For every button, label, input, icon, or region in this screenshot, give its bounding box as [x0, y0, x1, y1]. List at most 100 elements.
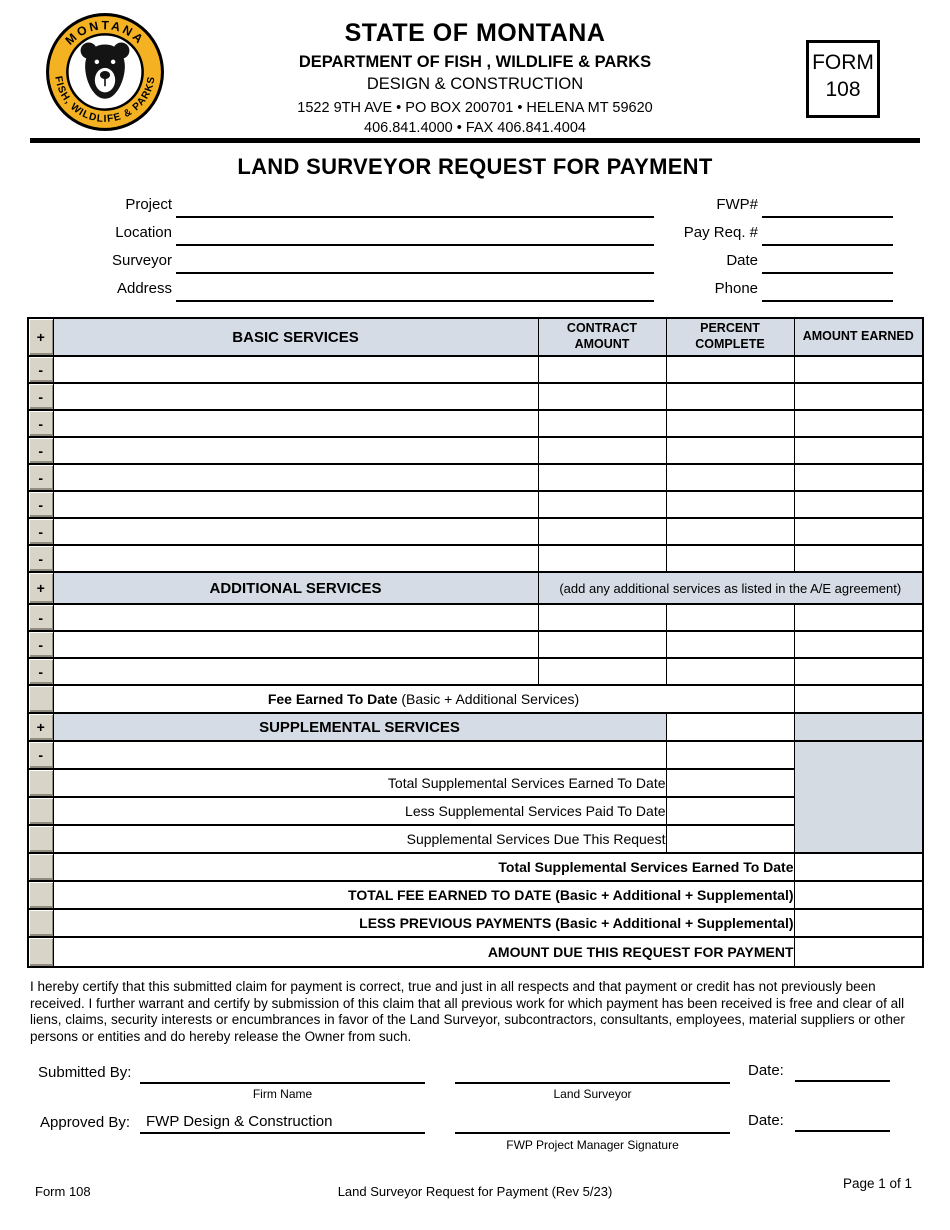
letterhead: STATE OF MONTANA DEPARTMENT OF FISH , WI… [0, 18, 950, 137]
location-input[interactable] [176, 223, 654, 246]
department-title: DEPARTMENT OF FISH , WILDLIFE & PARKS [298, 53, 652, 72]
percent-complete-cell[interactable] [665, 355, 795, 384]
submitted-date-line[interactable] [795, 1060, 890, 1082]
percent-complete-cell[interactable] [665, 490, 795, 519]
outline-collapse-button[interactable]: - [27, 740, 54, 770]
contract-amount-cell[interactable] [537, 490, 667, 519]
outline-expand-button[interactable]: + [27, 712, 54, 742]
contract-amount-cell[interactable] [537, 463, 667, 492]
percent-complete-cell[interactable] [665, 436, 795, 465]
service-description-cell[interactable] [52, 355, 539, 384]
supplemental-entry-cell[interactable] [665, 796, 795, 826]
percent-complete-cell[interactable] [665, 517, 795, 546]
outline-collapse-button[interactable]: - [27, 657, 54, 686]
contract-amount-cell[interactable] [537, 544, 667, 573]
outline-collapse-button[interactable]: - [27, 409, 54, 438]
amount-earned-cell[interactable] [793, 657, 924, 686]
outline-collapse-button[interactable]: - [27, 630, 54, 659]
approved-by-label: Approved By: [40, 1114, 131, 1131]
contract-amount-cell[interactable] [537, 409, 667, 438]
amount-earned-cell[interactable] [793, 880, 924, 910]
surveyor-input[interactable] [176, 251, 654, 274]
approved-firm-line[interactable] [140, 1112, 425, 1134]
percent-complete-cell[interactable] [665, 409, 795, 438]
outline-expand-button[interactable]: + [27, 317, 54, 357]
additional-services-note: (add any additional services as listed i… [537, 571, 924, 605]
date-input[interactable] [762, 251, 893, 274]
fwp-number-input[interactable] [762, 195, 893, 218]
project-label: Project [125, 196, 172, 213]
service-description-cell[interactable] [52, 463, 539, 492]
address-label: Address [116, 280, 172, 297]
outline-collapse-button[interactable]: - [27, 463, 54, 492]
service-description-cell[interactable] [52, 740, 667, 770]
service-description-cell[interactable] [52, 657, 539, 686]
bear-icon [80, 42, 130, 99]
amount-earned-cell[interactable] [793, 517, 924, 546]
outline-collapse-button[interactable]: - [27, 490, 54, 519]
shaded-cell [793, 712, 924, 742]
outline-collapse-button[interactable]: - [27, 436, 54, 465]
submitted-firm-signature-line[interactable] [140, 1062, 425, 1084]
contract-amount-cell[interactable] [537, 603, 667, 632]
percent-complete-cell[interactable] [665, 630, 795, 659]
pm-signature-line[interactable] [455, 1112, 730, 1134]
supplemental-entry-cell[interactable] [665, 824, 795, 854]
less-previous-payments-label: LESS PREVIOUS PAYMENTS (Basic + Addition… [52, 908, 795, 938]
outline-collapse-button[interactable]: - [27, 382, 54, 411]
service-description-cell[interactable] [52, 544, 539, 573]
phone-input[interactable] [762, 279, 893, 302]
fee-earned-amount-cell[interactable] [793, 684, 924, 714]
basic-services-header: BASIC SERVICES [52, 317, 539, 357]
outline-expand-button[interactable]: + [27, 571, 54, 605]
percent-complete-cell[interactable] [665, 463, 795, 492]
service-description-cell[interactable] [52, 630, 539, 659]
amount-earned-cell[interactable] [793, 544, 924, 573]
percent-complete-cell[interactable] [665, 382, 795, 411]
outline-collapse-button[interactable]: - [27, 544, 54, 573]
amount-earned-cell[interactable] [793, 490, 924, 519]
service-description-cell[interactable] [52, 436, 539, 465]
amount-earned-cell[interactable] [793, 436, 924, 465]
supplemental-entry-cell[interactable] [665, 740, 795, 770]
basic-service-row: - [27, 463, 924, 492]
amount-earned-cell[interactable] [793, 382, 924, 411]
outline-collapse-button[interactable]: - [27, 355, 54, 384]
service-description-cell[interactable] [52, 490, 539, 519]
percent-complete-cell[interactable] [665, 544, 795, 573]
service-description-cell[interactable] [52, 603, 539, 632]
outline-collapse-button[interactable]: - [27, 603, 54, 632]
outline-collapse-button[interactable]: - [27, 517, 54, 546]
amount-earned-cell[interactable] [793, 409, 924, 438]
amount-earned-cell[interactable] [793, 852, 924, 882]
submitted-surveyor-signature-line[interactable] [455, 1062, 730, 1084]
percent-complete-cell[interactable] [665, 657, 795, 686]
amount-earned-cell[interactable] [793, 463, 924, 492]
basic-service-row: - [27, 517, 924, 546]
project-input[interactable] [176, 195, 654, 218]
amount-earned-cell[interactable] [793, 603, 924, 632]
less-previous-payments-row: LESS PREVIOUS PAYMENTS (Basic + Addition… [27, 908, 924, 938]
amount-earned-cell[interactable] [793, 908, 924, 938]
service-description-cell[interactable] [52, 517, 539, 546]
contract-amount-cell[interactable] [537, 355, 667, 384]
contract-amount-cell[interactable] [537, 436, 667, 465]
amount-earned-cell[interactable] [793, 355, 924, 384]
contract-amount-cell[interactable] [537, 630, 667, 659]
pay-req-input[interactable] [762, 223, 893, 246]
address-input[interactable] [176, 279, 654, 302]
contract-amount-cell[interactable] [537, 657, 667, 686]
contract-amount-cell[interactable] [537, 382, 667, 411]
basic-service-row: - [27, 355, 924, 384]
supplemental-entry-cell[interactable] [665, 768, 795, 798]
amount-due-cell[interactable] [793, 936, 924, 968]
supplemental-entry-cell[interactable] [665, 712, 795, 742]
service-description-cell[interactable] [52, 409, 539, 438]
footer-document-title: Land Surveyor Request for Payment (Rev 5… [337, 1184, 613, 1199]
approved-date-line[interactable] [795, 1110, 890, 1132]
service-description-cell[interactable] [52, 382, 539, 411]
contract-amount-cell[interactable] [537, 517, 667, 546]
amount-earned-cell[interactable] [793, 630, 924, 659]
percent-complete-cell[interactable] [665, 603, 795, 632]
